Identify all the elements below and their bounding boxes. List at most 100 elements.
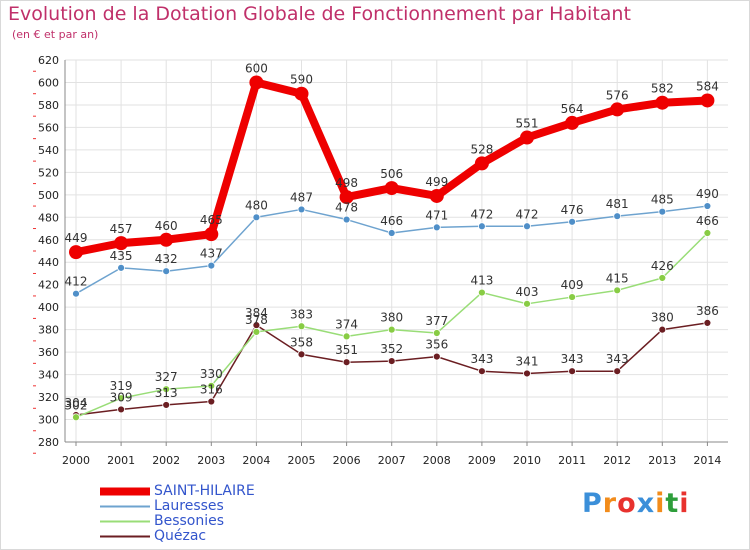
- point-saint-hilaire: [159, 232, 174, 247]
- point-bessonies: [117, 394, 125, 403]
- data-label-saint-hilaire: 460: [155, 219, 178, 233]
- y-tick-label: 540: [38, 144, 59, 157]
- y-tick-label: 320: [38, 391, 59, 404]
- point-qu-zac: [207, 397, 216, 406]
- data-label-qu-zac: 358: [290, 335, 313, 349]
- point-lauresses: [658, 207, 667, 216]
- data-label-qu-zac: 343: [561, 352, 584, 366]
- point-qu-zac: [568, 367, 576, 376]
- x-tick-label: 2009: [468, 454, 496, 467]
- point-bessonies: [252, 327, 261, 336]
- x-tick-label: 2008: [423, 454, 451, 467]
- data-label-qu-zac: 313: [155, 386, 178, 400]
- data-label-bessonies: 378: [245, 313, 268, 327]
- data-label-lauresses: 471: [425, 208, 448, 222]
- point-qu-zac: [432, 352, 441, 361]
- data-label-saint-hilaire: 551: [516, 117, 539, 131]
- point-saint-hilaire: [474, 156, 489, 171]
- data-labels: 304 309 313 316 384 358 351 352 356 343 341 343 343 3…: [65, 61, 719, 412]
- legend-item-lauresses[interactable]: Lauresses: [100, 499, 255, 514]
- data-label-lauresses: 481: [606, 197, 629, 211]
- x-tick-label: 2001: [107, 454, 135, 467]
- x-tick-label: 2004: [242, 454, 270, 467]
- data-label-saint-hilaire: 457: [110, 222, 133, 236]
- point-saint-hilaire: [249, 75, 264, 90]
- y-tick-label: 420: [38, 279, 59, 292]
- data-label-lauresses: 487: [290, 190, 313, 204]
- data-label-qu-zac: 343: [606, 352, 629, 366]
- legend-item-saint-hilaire[interactable]: SAINT-HILAIRE: [100, 484, 255, 499]
- legend-label: SAINT-HILAIRE: [154, 483, 255, 499]
- point-bessonies: [568, 293, 576, 301]
- y-tick-label: 300: [38, 414, 59, 427]
- data-label-qu-zac: 343: [470, 352, 493, 366]
- x-tick-label: 2014: [693, 454, 721, 467]
- point-saint-hilaire: [204, 227, 219, 242]
- y-tick-label: 480: [38, 211, 59, 224]
- x-tick-label: 2005: [288, 454, 316, 467]
- y-tick-label: 280: [38, 436, 59, 449]
- logo-letter: P: [582, 488, 603, 519]
- data-label-lauresses: 472: [470, 207, 493, 221]
- logo-letter: r: [602, 488, 618, 519]
- grid-lines: [65, 59, 728, 443]
- data-label-saint-hilaire: 506: [380, 167, 403, 181]
- data-label-bessonies: 374: [335, 317, 358, 331]
- y-tick-label: 340: [38, 369, 59, 382]
- point-lauresses: [477, 222, 486, 231]
- x-tick-label: 2013: [648, 454, 676, 467]
- point-qu-zac: [523, 369, 531, 378]
- legend-item-quezac[interactable]: Quézac: [100, 529, 255, 544]
- logo-letter: i: [655, 488, 666, 519]
- data-label-saint-hilaire: 499: [425, 175, 448, 189]
- point-lauresses: [613, 212, 622, 221]
- point-qu-zac: [297, 350, 306, 359]
- data-label-bessonies: 302: [65, 398, 88, 412]
- legend-label: Bessonies: [154, 513, 225, 529]
- point-bessonies: [432, 329, 441, 337]
- point-saint-hilaire: [429, 188, 444, 203]
- data-label-bessonies: 383: [290, 307, 313, 321]
- data-label-lauresses: 437: [200, 247, 223, 261]
- point-saint-hilaire: [520, 130, 534, 145]
- data-label-bessonies: 380: [380, 311, 403, 325]
- data-label-qu-zac: 380: [651, 311, 674, 325]
- chart-subtitle: (en € et par an): [12, 28, 99, 41]
- data-label-qu-zac: 356: [425, 338, 448, 352]
- data-label-qu-zac: 304: [65, 396, 88, 410]
- point-bessonies: [703, 229, 712, 237]
- y-tick-label: 560: [38, 121, 59, 134]
- axes: [64, 60, 728, 443]
- data-label-lauresses: 435: [110, 249, 133, 263]
- data-label-qu-zac: 386: [696, 304, 719, 318]
- point-saint-hilaire: [384, 181, 399, 196]
- data-label-qu-zac: 384: [245, 306, 268, 320]
- data-label-saint-hilaire: 582: [651, 82, 674, 96]
- point-lauresses: [342, 215, 351, 224]
- data-label-lauresses: 412: [65, 275, 88, 289]
- point-saint-hilaire: [700, 93, 715, 108]
- point-bessonies: [613, 286, 622, 295]
- point-qu-zac: [658, 325, 667, 334]
- x-axis-ticks: 2000 2001 2002 2003 2004 2005 2006 2007 2008 2009…: [62, 442, 721, 467]
- logo-letter: x: [636, 488, 656, 519]
- y-tick-label: 600: [38, 76, 59, 89]
- series-group: [69, 75, 715, 422]
- data-label-bessonies: 409: [561, 278, 584, 292]
- x-tick-label: 2011: [558, 454, 586, 467]
- legend: SAINT-HILAIRE Lauresses Bessonies Quézac: [100, 484, 255, 544]
- y-tick-label: 440: [38, 256, 59, 269]
- legend-item-bessonies[interactable]: Bessonies: [100, 514, 255, 529]
- point-qu-zac: [387, 357, 396, 366]
- data-label-saint-hilaire: 600: [245, 61, 268, 75]
- x-tick-label: 2010: [513, 454, 541, 467]
- data-label-bessonies: 377: [425, 314, 448, 328]
- data-label-lauresses: 478: [335, 201, 358, 215]
- point-saint-hilaire: [69, 245, 83, 260]
- logo-letter: o: [617, 488, 637, 519]
- data-label-qu-zac: 316: [200, 383, 223, 397]
- point-lauresses: [297, 205, 306, 214]
- x-tick-label: 2006: [333, 454, 361, 467]
